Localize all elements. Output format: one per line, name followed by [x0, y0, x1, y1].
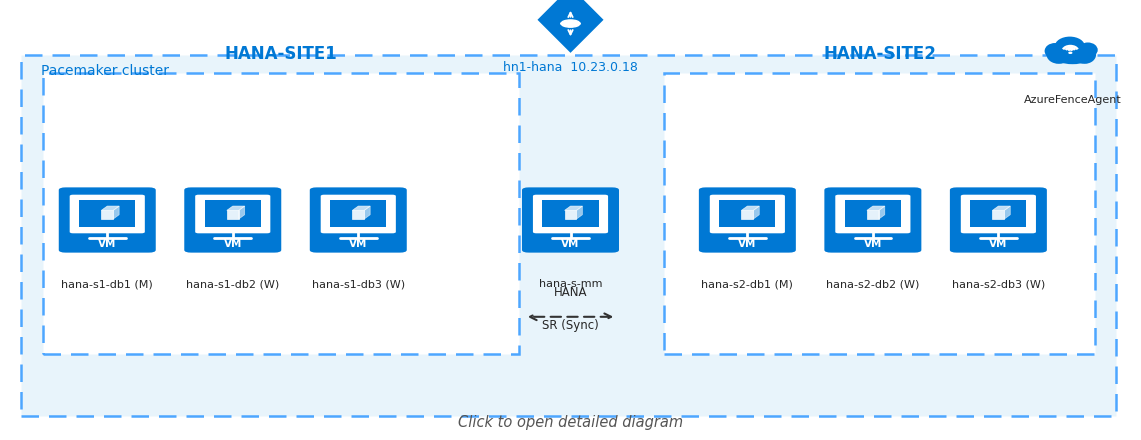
Text: hana-s2-db3 (W): hana-s2-db3 (W): [952, 279, 1045, 290]
Text: VM: VM: [349, 238, 367, 249]
Text: HANA-SITE1: HANA-SITE1: [225, 45, 338, 63]
FancyBboxPatch shape: [204, 200, 261, 227]
Text: HANA-SITE2: HANA-SITE2: [824, 45, 936, 63]
Text: hana-s2-db2 (W): hana-s2-db2 (W): [826, 279, 920, 290]
Polygon shape: [993, 206, 1010, 210]
Polygon shape: [238, 206, 244, 219]
Text: hana-s1-db1 (M): hana-s1-db1 (M): [62, 279, 153, 290]
FancyBboxPatch shape: [844, 200, 901, 227]
Text: AzureFenceAgent: AzureFenceAgent: [1023, 95, 1122, 105]
Text: hana-s1-db2 (W): hana-s1-db2 (W): [186, 279, 280, 290]
Text: VM: VM: [738, 238, 756, 249]
FancyBboxPatch shape: [43, 73, 519, 354]
FancyBboxPatch shape: [961, 194, 1036, 233]
Text: Pacemaker cluster: Pacemaker cluster: [41, 64, 169, 78]
FancyBboxPatch shape: [21, 55, 1116, 416]
FancyBboxPatch shape: [533, 194, 608, 233]
FancyBboxPatch shape: [719, 200, 776, 227]
FancyBboxPatch shape: [79, 200, 136, 227]
Ellipse shape: [1073, 45, 1097, 64]
FancyBboxPatch shape: [949, 187, 1047, 253]
Polygon shape: [993, 210, 1004, 219]
FancyBboxPatch shape: [195, 194, 270, 233]
Polygon shape: [565, 206, 582, 210]
Polygon shape: [867, 206, 884, 210]
FancyBboxPatch shape: [59, 187, 155, 253]
Text: HANA: HANA: [553, 286, 588, 299]
Text: Click to open detailed diagram: Click to open detailed diagram: [458, 415, 683, 430]
Polygon shape: [353, 210, 364, 219]
Text: SR (Sync): SR (Sync): [542, 319, 599, 332]
Polygon shape: [227, 210, 238, 219]
Ellipse shape: [1045, 43, 1066, 59]
FancyBboxPatch shape: [710, 194, 785, 233]
Text: hana-s2-db1 (M): hana-s2-db1 (M): [702, 279, 793, 290]
Polygon shape: [753, 206, 759, 219]
Polygon shape: [879, 206, 884, 219]
FancyBboxPatch shape: [70, 194, 145, 233]
Text: VM: VM: [224, 238, 242, 249]
Circle shape: [1069, 52, 1071, 53]
Polygon shape: [742, 210, 753, 219]
Text: hana-s1-db3 (W): hana-s1-db3 (W): [311, 279, 405, 290]
Polygon shape: [102, 210, 113, 219]
Text: VM: VM: [989, 238, 1008, 249]
Polygon shape: [867, 210, 879, 219]
FancyBboxPatch shape: [824, 187, 922, 253]
Ellipse shape: [1046, 45, 1071, 64]
FancyBboxPatch shape: [184, 187, 281, 253]
FancyBboxPatch shape: [330, 200, 387, 227]
Polygon shape: [536, 0, 605, 54]
Text: hn1-hana  10.23.0.18: hn1-hana 10.23.0.18: [503, 61, 638, 73]
Ellipse shape: [1053, 47, 1092, 64]
FancyBboxPatch shape: [970, 200, 1027, 227]
FancyBboxPatch shape: [835, 194, 911, 233]
Ellipse shape: [1054, 37, 1085, 56]
Polygon shape: [113, 206, 119, 219]
FancyBboxPatch shape: [310, 187, 407, 253]
Polygon shape: [742, 206, 759, 210]
FancyBboxPatch shape: [542, 200, 599, 227]
Polygon shape: [227, 206, 244, 210]
Polygon shape: [364, 206, 370, 219]
Polygon shape: [576, 206, 582, 219]
Polygon shape: [102, 206, 119, 210]
Text: VM: VM: [864, 238, 882, 249]
Polygon shape: [353, 206, 370, 210]
Polygon shape: [1004, 206, 1010, 219]
FancyBboxPatch shape: [321, 194, 396, 233]
Text: hana-s-mm: hana-s-mm: [539, 279, 602, 290]
FancyBboxPatch shape: [698, 187, 796, 253]
FancyBboxPatch shape: [664, 73, 1095, 354]
Circle shape: [561, 20, 580, 27]
Text: VM: VM: [98, 238, 116, 249]
FancyBboxPatch shape: [523, 187, 618, 253]
Text: VM: VM: [561, 238, 580, 249]
Ellipse shape: [1078, 43, 1098, 58]
Polygon shape: [565, 210, 576, 219]
